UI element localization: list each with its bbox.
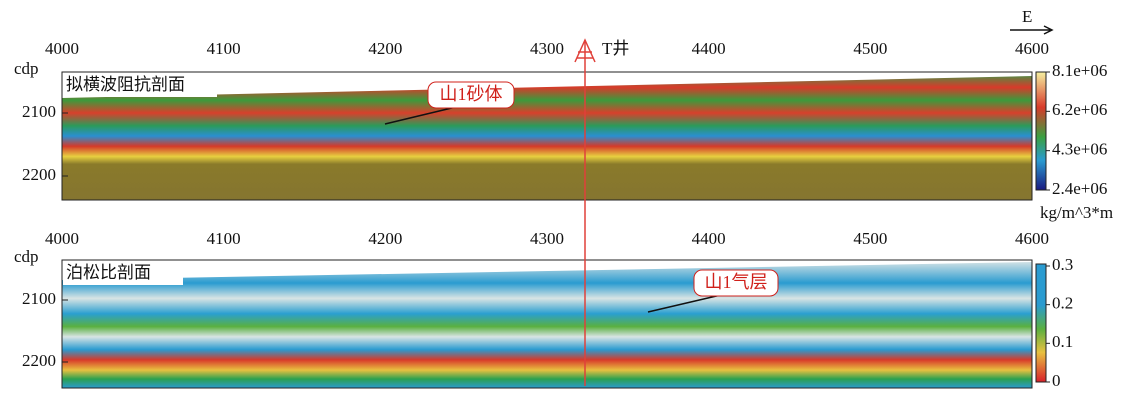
annotation: 山1砂体 xyxy=(440,84,503,104)
x-tick-label: 4400 xyxy=(692,229,726,248)
panel-title: 泊松比剖面 xyxy=(66,263,151,282)
colorbar-tick-label: 0.2 xyxy=(1052,294,1073,313)
section-mask xyxy=(62,260,1032,280)
poisson-section xyxy=(62,260,1032,388)
title-bg xyxy=(63,73,217,97)
panel-title: 拟横波阻抗剖面 xyxy=(66,75,185,94)
colorbar-tick-label: 2.4e+06 xyxy=(1052,179,1107,198)
annotation: 山1气层 xyxy=(705,272,768,292)
x-tick-label: 4500 xyxy=(853,229,887,248)
frame xyxy=(61,71,1033,201)
leader-line xyxy=(647,293,726,313)
direction-label: E xyxy=(1022,7,1032,26)
axis-label: cdp xyxy=(14,247,39,266)
y-tick-label: 2100 xyxy=(22,289,56,308)
well-label: T井 xyxy=(602,39,629,58)
leader-line xyxy=(384,105,461,125)
colorbar-tick-label: 8.1e+06 xyxy=(1052,61,1107,80)
colorbar-unit: kg/m^3*m xyxy=(1040,203,1113,222)
colorbar-tick-label: 0.1 xyxy=(1052,332,1073,351)
well-symbol xyxy=(574,38,596,63)
title-bg xyxy=(63,261,183,285)
y-tick-label: 2200 xyxy=(22,351,56,370)
annotation-box xyxy=(693,269,779,297)
colorbar xyxy=(1035,263,1047,383)
x-tick-label: 4200 xyxy=(368,39,402,58)
x-tick-label: 4000 xyxy=(45,229,79,248)
x-tick-label: 4000 xyxy=(45,39,79,58)
colorbar-tick-label: 0.3 xyxy=(1052,255,1073,274)
colorbar-tick-label: 0 xyxy=(1052,371,1061,390)
y-tick-label: 2200 xyxy=(22,165,56,184)
frame xyxy=(61,259,1033,389)
x-tick-label: 4300 xyxy=(530,229,564,248)
x-tick-label: 4600 xyxy=(1015,39,1049,58)
axis-label: cdp xyxy=(14,59,39,78)
colorbar xyxy=(1035,71,1047,191)
x-tick-label: 4200 xyxy=(368,229,402,248)
direction-arrow xyxy=(1010,25,1054,35)
annotation-box xyxy=(427,81,515,109)
y-tick-label: 2100 xyxy=(22,102,56,121)
x-tick-label: 4100 xyxy=(207,229,241,248)
colorbar-tick-label: 4.3e+06 xyxy=(1052,140,1107,159)
x-tick-label: 4400 xyxy=(692,39,726,58)
section-mask xyxy=(62,72,1032,98)
colorbar-tick-label: 6.2e+06 xyxy=(1052,100,1107,119)
x-tick-label: 4500 xyxy=(853,39,887,58)
x-tick-label: 4600 xyxy=(1015,229,1049,248)
x-tick-label: 4300 xyxy=(530,39,564,58)
x-tick-label: 4100 xyxy=(207,39,241,58)
